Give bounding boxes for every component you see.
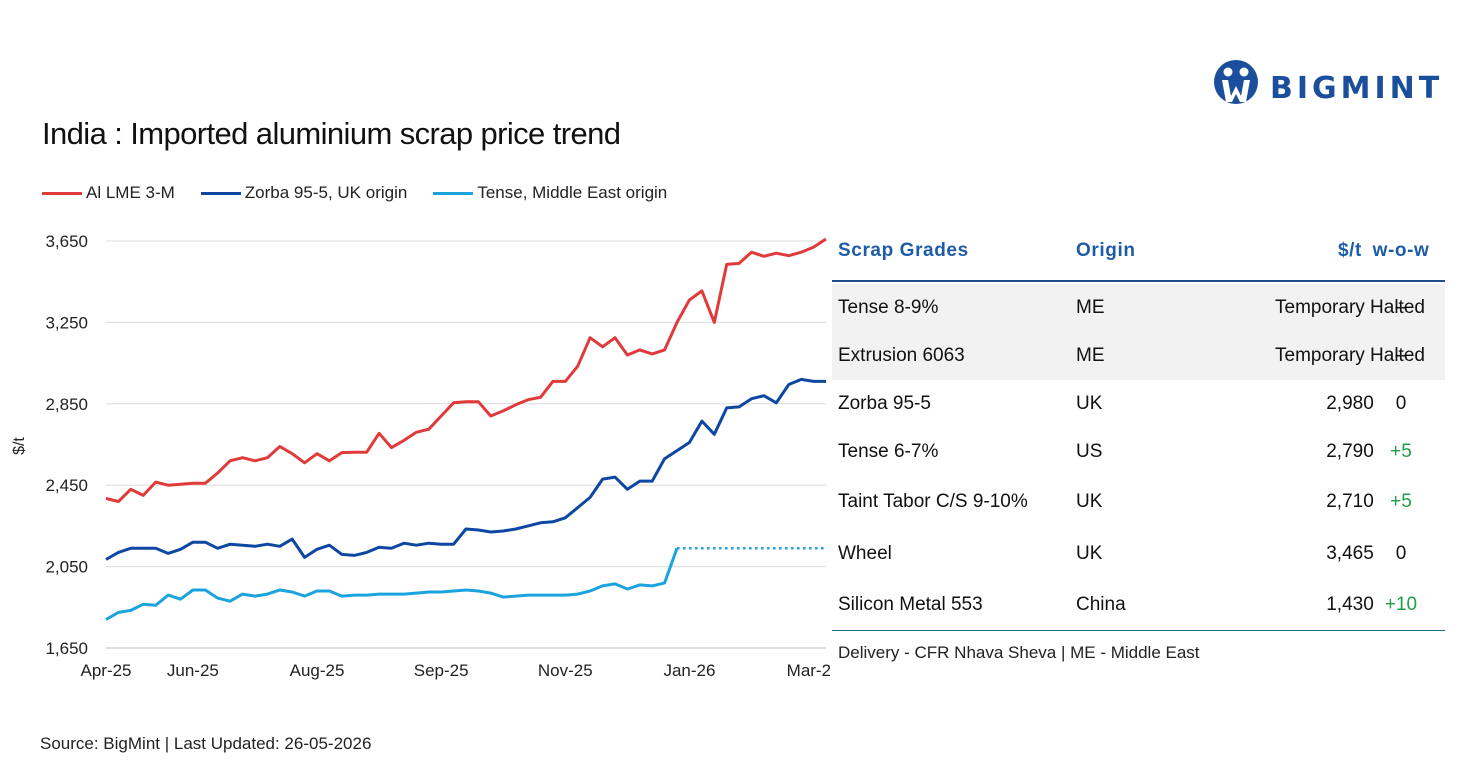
cell-origin: US — [1076, 441, 1103, 462]
y-tick-label: 1,650 — [45, 639, 88, 658]
y-tick-label: 2,450 — [45, 476, 88, 495]
y-tick-label: 2,850 — [45, 395, 88, 414]
y-tick-label: 2,050 — [45, 558, 88, 577]
cell-price: 2,790 — [1326, 441, 1374, 462]
header-origin: Origin — [1076, 240, 1136, 261]
cell-wow: -- — [1394, 344, 1408, 366]
price-trend-chart: 1,650 2,050 2,450 2,850 3,250 3,650 Apr-25 Jun-… — [11, 232, 830, 680]
cell-origin: UK — [1076, 491, 1103, 512]
cell-grade: Tense 6-7% — [838, 441, 939, 462]
legend-label: Al LME 3-M — [86, 183, 175, 202]
cell-wow: -- — [1394, 296, 1408, 318]
cell-price: 2,980 — [1326, 393, 1374, 414]
cell-origin: ME — [1076, 344, 1105, 366]
people-logo-icon — [1214, 60, 1258, 104]
x-tick-label: Apr-25 — [80, 661, 131, 680]
cell-price: 3,465 — [1326, 543, 1374, 564]
cell-grade: Taint Tabor C/S 9-10% — [838, 491, 1028, 512]
legend-item-zorba: Zorba 95-5, UK origin — [200, 183, 408, 203]
cell-grade: Zorba 95-5 — [838, 393, 931, 414]
cell-origin: UK — [1076, 393, 1103, 414]
cell-wow: +5 — [1390, 491, 1412, 512]
table-row: Wheel UK 3,465 0 — [832, 528, 1445, 580]
cell-grade: Wheel — [838, 543, 892, 564]
table-row: Tense 8-9% ME Temporary Halted -- — [832, 284, 1445, 331]
table-row: Taint Tabor C/S 9-10% UK 2,710 +5 — [832, 476, 1445, 528]
cell-price: Temporary Halted — [1275, 296, 1425, 318]
series-line-1 — [105, 377, 826, 561]
x-tick-label: Jan-26 — [663, 661, 715, 680]
series-line-2 — [105, 547, 679, 621]
brand-name: BIGMINT — [1270, 71, 1444, 106]
cell-origin: UK — [1076, 543, 1103, 564]
cell-wow: +5 — [1390, 441, 1412, 462]
legend-label: Tense, Middle East origin — [477, 183, 668, 202]
page-title: India : Imported aluminium scrap price t… — [42, 116, 621, 151]
legend-swatch — [433, 191, 474, 195]
table-header: Scrap Grades Origin $/t w-o-w — [832, 230, 1445, 282]
legend-swatch — [200, 191, 241, 195]
table-row: Silicon Metal 553 China 1,430 +10 — [832, 580, 1445, 630]
source-note: Source: BigMint | Last Updated: 26-05-20… — [40, 734, 372, 753]
legend-item-tense: Tense, Middle East origin — [433, 183, 667, 203]
x-tick-label: Sep-25 — [414, 661, 469, 680]
cell-price: 2,710 — [1326, 491, 1374, 512]
cell-wow: +10 — [1384, 594, 1418, 615]
cell-grade: Silicon Metal 553 — [838, 594, 983, 615]
chart-legend: Al LME 3-M Zorba 95-5, UK origin Tense, … — [42, 182, 693, 204]
table-row: Zorba 95-5 UK 2,980 0 — [832, 380, 1445, 428]
table-row: Tense 6-7% US 2,790 +5 — [832, 428, 1445, 476]
x-tick-label: Mar-26 — [787, 661, 830, 680]
cell-price: 1,430 — [1326, 594, 1374, 615]
table-row: Extrusion 6063 ME Temporary Halted -- — [832, 331, 1445, 380]
cell-price: Temporary Halted — [1275, 344, 1425, 366]
cell-origin: ME — [1076, 296, 1105, 318]
y-axis-label: $/t — [11, 437, 28, 455]
x-tick-label: Jun-25 — [167, 661, 219, 680]
header-scrap-grades: Scrap Grades — [838, 240, 969, 261]
y-tick-label: 3,650 — [45, 232, 88, 251]
table-footer: Delivery - CFR Nhava Sheva | ME - Middle… — [832, 630, 1445, 669]
cell-wow: 0 — [1395, 393, 1407, 414]
scrap-price-table: Scrap Grades Origin $/t w-o-w Tense 8-9%… — [832, 230, 1445, 669]
legend-swatch — [42, 191, 82, 195]
cell-grade: Extrusion 6063 — [838, 344, 965, 366]
cell-grade: Tense 8-9% — [838, 296, 939, 318]
cell-wow: 0 — [1395, 543, 1407, 564]
series-line-0 — [105, 237, 827, 503]
legend-label: Zorba 95-5, UK origin — [244, 183, 408, 202]
table-note: Delivery - CFR Nhava Sheva | ME - Middle… — [838, 643, 1200, 662]
y-tick-label: 3,250 — [45, 313, 88, 332]
bigmint-logo — [1214, 60, 1258, 104]
legend-item-al-lme: Al LME 3-M — [42, 183, 175, 203]
header-wow: w-o-w — [1372, 240, 1430, 261]
x-tick-label: Nov-25 — [538, 661, 593, 680]
cell-origin: China — [1076, 594, 1126, 615]
header-price: $/t — [1338, 240, 1362, 261]
x-tick-label: Aug-25 — [290, 661, 345, 680]
